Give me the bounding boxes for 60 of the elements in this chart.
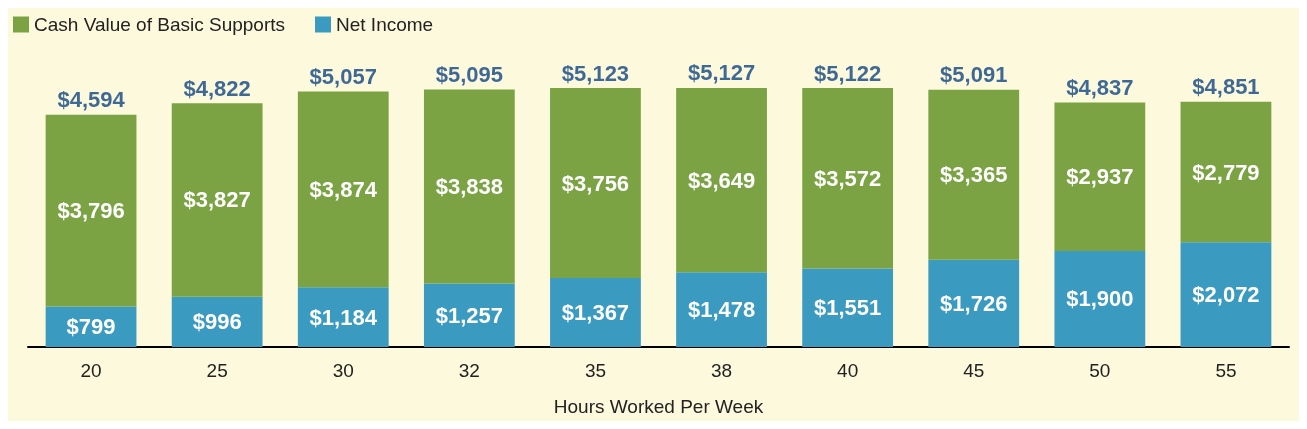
data-label: $1,257 bbox=[435, 302, 503, 328]
total-label: $4,837 bbox=[1066, 75, 1134, 101]
data-label: $1,478 bbox=[687, 297, 756, 323]
total-label: $5,095 bbox=[435, 62, 503, 88]
x-tick-label: 45 bbox=[963, 360, 985, 381]
total-label: $5,091 bbox=[940, 62, 1008, 88]
total-label: $5,122 bbox=[814, 60, 882, 86]
x-tick-label: 20 bbox=[80, 360, 102, 381]
data-label: $3,874 bbox=[309, 176, 378, 202]
x-tick-label: 38 bbox=[710, 360, 733, 381]
data-label: $3,796 bbox=[57, 198, 125, 224]
data-label: $2,779 bbox=[1192, 159, 1260, 185]
data-label: $996 bbox=[192, 309, 242, 335]
data-label: $1,367 bbox=[561, 299, 630, 325]
bar bbox=[423, 89, 515, 284]
data-label: $3,649 bbox=[687, 167, 756, 193]
x-tick-label: 25 bbox=[206, 360, 228, 381]
data-label: $1,184 bbox=[309, 304, 378, 330]
total-label: $4,851 bbox=[1192, 74, 1260, 100]
data-label: $3,572 bbox=[814, 165, 882, 191]
x-tick-label: 30 bbox=[332, 360, 354, 381]
bar bbox=[423, 283, 515, 347]
data-label: $3,827 bbox=[183, 187, 251, 213]
total-label: $5,057 bbox=[309, 63, 377, 89]
data-label: $2,937 bbox=[1066, 164, 1134, 190]
legend-label: Net Income bbox=[336, 14, 434, 35]
bar bbox=[928, 259, 1020, 347]
x-tick-label: 32 bbox=[458, 360, 480, 381]
bar bbox=[550, 88, 641, 278]
bar bbox=[802, 88, 894, 269]
total-label: $5,123 bbox=[561, 60, 630, 86]
data-label: $3,756 bbox=[561, 170, 630, 196]
total-label: $5,127 bbox=[687, 60, 756, 86]
bar bbox=[1180, 101, 1272, 243]
data-label: $1,726 bbox=[940, 290, 1008, 316]
bar bbox=[1054, 250, 1146, 347]
x-tick-label: 55 bbox=[1215, 360, 1237, 381]
data-label: $1,900 bbox=[1066, 286, 1134, 312]
x-axis-title: Hours Worked Per Week bbox=[553, 396, 764, 417]
bar bbox=[1054, 102, 1146, 251]
x-tick-label: 50 bbox=[1089, 360, 1111, 381]
bar bbox=[928, 89, 1020, 260]
data-label: $799 bbox=[66, 314, 116, 340]
bar bbox=[676, 272, 767, 347]
total-label: $4,594 bbox=[57, 87, 126, 113]
bar bbox=[676, 87, 767, 273]
bar bbox=[297, 91, 389, 288]
bar bbox=[171, 103, 263, 297]
x-tick-label: 35 bbox=[584, 360, 607, 381]
data-label: $2,072 bbox=[1192, 282, 1260, 308]
data-label: $3,365 bbox=[940, 162, 1008, 188]
total-label: $4,822 bbox=[183, 75, 251, 101]
bar bbox=[550, 277, 641, 347]
bar bbox=[802, 268, 894, 347]
x-tick-label: 40 bbox=[837, 360, 859, 381]
legend-label: Cash Value of Basic Supports bbox=[34, 14, 286, 35]
data-label: $1,551 bbox=[814, 295, 882, 321]
bar bbox=[45, 114, 137, 307]
bar bbox=[1180, 242, 1272, 347]
data-label: $3,838 bbox=[435, 174, 503, 199]
